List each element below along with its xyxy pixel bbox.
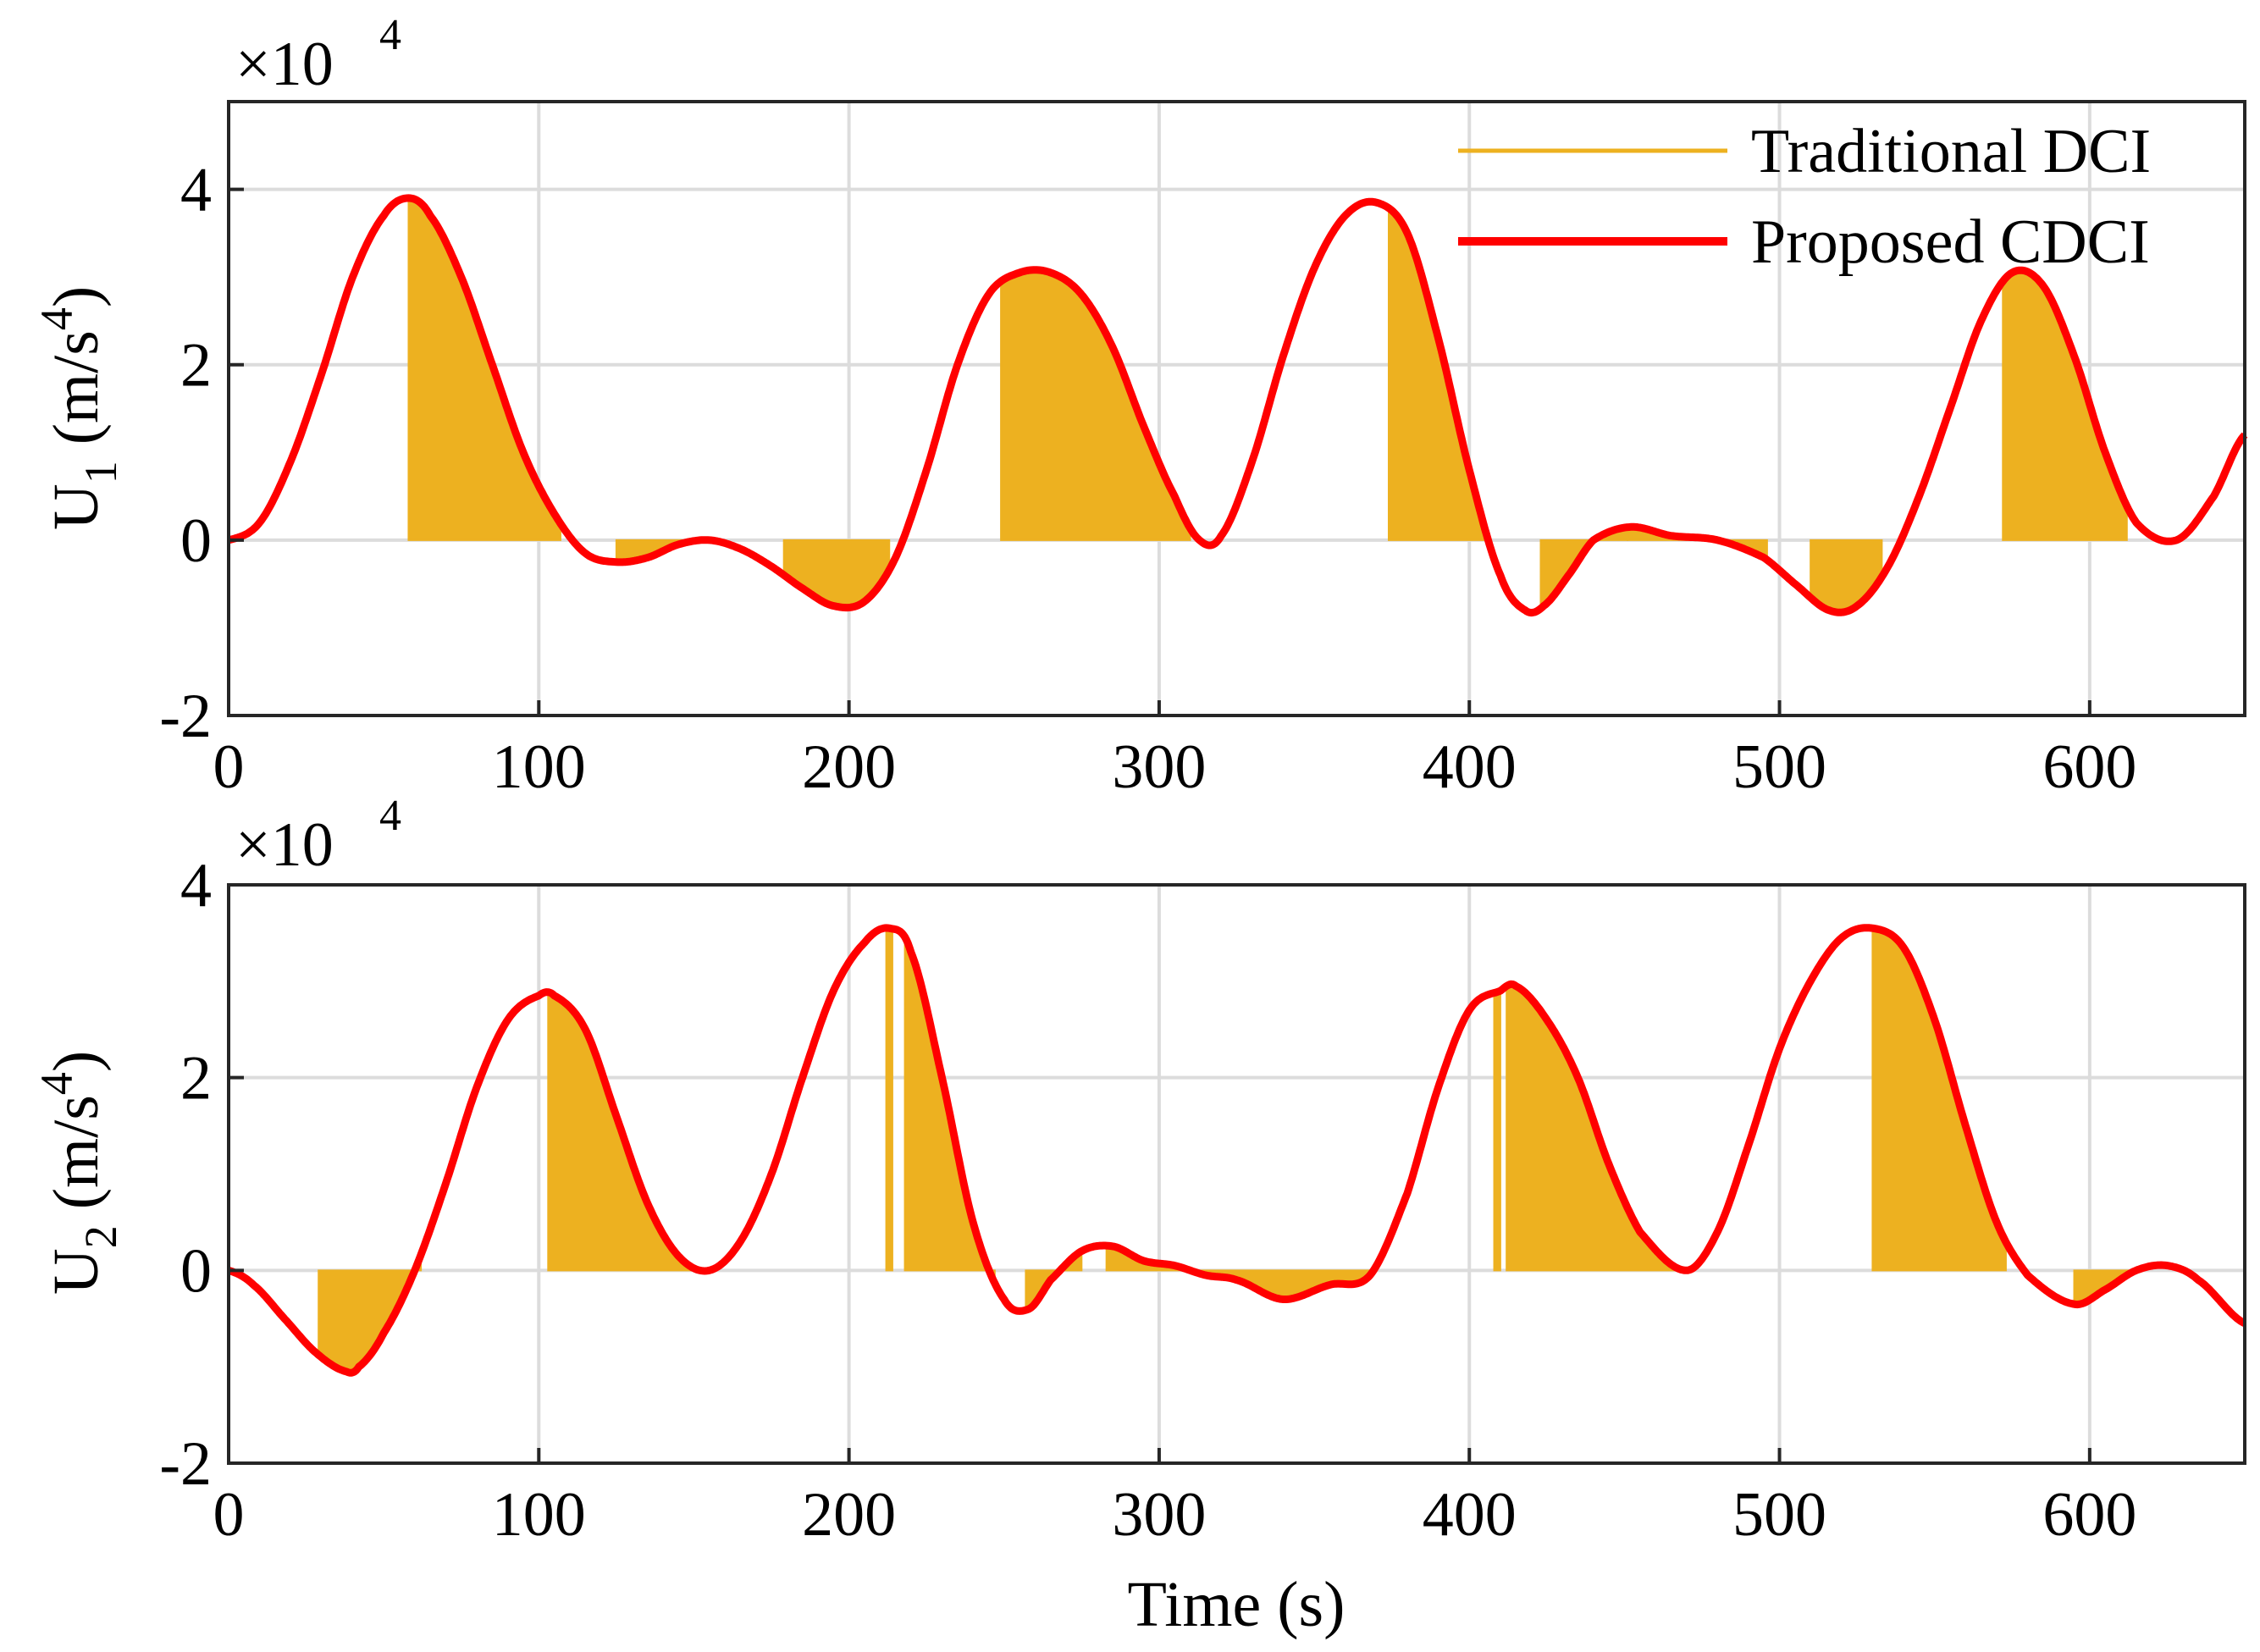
proposed-cdci-line <box>226 194 2248 617</box>
traditional-dci-segment <box>1493 989 1501 1272</box>
y-tick-label: 0 <box>180 1236 212 1306</box>
y-tick-label: 4 <box>180 851 212 920</box>
x-tick-label: 200 <box>802 732 896 802</box>
ylabel-sub-u1: 1 <box>75 461 126 483</box>
ylabel-close-u1: ) <box>41 286 112 307</box>
exponent-label-u2: ×10 4 <box>235 792 401 880</box>
ylabel-main-u1: U <box>41 483 112 530</box>
ylabel-u2: U2 (m/s4) <box>31 1051 126 1295</box>
legend-label-proposed-cdci: Proposed CDCI <box>1751 207 2150 277</box>
ylabel-u1: U1 (m/s4) <box>31 286 126 530</box>
proposed-cdci-line <box>226 924 2247 1377</box>
traditional-dci-segment <box>547 991 712 1273</box>
x-tick-label: 500 <box>1732 732 1826 802</box>
y-tick-label: 2 <box>180 331 212 401</box>
x-tick-label: 300 <box>1112 1480 1206 1550</box>
x-tick-label: 600 <box>2042 1480 2136 1550</box>
exponent-base-u2: ×10 <box>235 810 334 880</box>
ylabel-text-u2: U2 (m/s4) <box>31 1051 126 1295</box>
y-tick-label: -2 <box>159 1429 212 1499</box>
ylabel-sup-u2: 4 <box>31 1072 82 1095</box>
ylabel-sub-u2: 2 <box>75 1225 126 1248</box>
traditional-dci-segment <box>1810 539 1883 614</box>
grid-u1 <box>229 102 2245 715</box>
x-tick-label: 200 <box>802 1480 896 1550</box>
x-tick-label: 100 <box>492 1480 586 1550</box>
axes-frame-u1 <box>227 100 2246 717</box>
proposed-cdci-curve-u2 <box>226 924 2247 1377</box>
traditional-dci-segment <box>885 926 893 1272</box>
traditional-dci-segment <box>1871 927 2007 1272</box>
y-tick-label: 2 <box>180 1044 212 1113</box>
legend: Traditional DCI Proposed CDCI <box>1458 117 2151 277</box>
traditional-dci-segment <box>2002 269 2128 541</box>
traditional-dci-segment <box>1105 1245 1372 1301</box>
ylabel-close-u2: ) <box>41 1051 112 1072</box>
y-tick-label: -2 <box>159 682 212 751</box>
proposed-cdci-curve-u1 <box>226 194 2248 617</box>
exponent-power-u1: 4 <box>379 11 401 59</box>
x-tick-label: 0 <box>213 1480 245 1550</box>
xlabel-u2: Time (s) <box>1128 1569 1346 1640</box>
x-tick-label: 300 <box>1112 732 1206 802</box>
x-tick-label: 400 <box>1423 1480 1517 1550</box>
x-tick-label: 100 <box>492 732 586 802</box>
ylabel-unit-u1: (m/s <box>41 330 112 461</box>
x-tick-label: 600 <box>2042 732 2136 802</box>
axes-frame-u2 <box>227 883 2246 1465</box>
y-tick-label: 4 <box>180 156 212 225</box>
traditional-dci-fill-u2 <box>318 926 2144 1374</box>
y-tick-label: 0 <box>180 506 212 576</box>
ylabel-text-u1: U1 (m/s4) <box>31 286 126 530</box>
x-tick-label: 500 <box>1732 1480 1826 1550</box>
exponent-label-u1: ×10 4 <box>235 11 401 99</box>
legend-label-traditional-dci: Traditional DCI <box>1751 117 2151 186</box>
ylabel-unit-u2: (m/s <box>41 1095 112 1225</box>
x-tick-label: 400 <box>1423 732 1517 802</box>
exponent-base-u1: ×10 <box>235 30 334 99</box>
ylabel-sup-u1: 4 <box>31 307 82 330</box>
ylabel-main-u2: U <box>41 1248 112 1295</box>
exponent-power-u2: 4 <box>379 792 401 840</box>
x-tick-label: 0 <box>213 732 245 802</box>
